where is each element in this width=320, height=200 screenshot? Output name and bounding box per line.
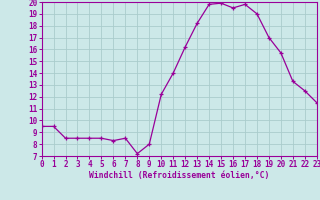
X-axis label: Windchill (Refroidissement éolien,°C): Windchill (Refroidissement éolien,°C) [89,171,269,180]
